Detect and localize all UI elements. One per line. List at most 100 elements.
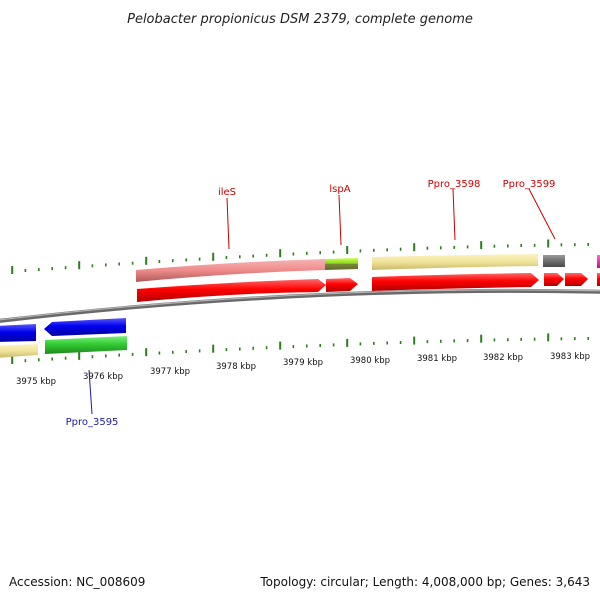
upper-track-tick: [64, 266, 67, 270]
lower-track-tick: [507, 338, 509, 342]
gene-label-group-ppro-3599[interactable]: Ppro_3599: [503, 179, 556, 240]
upper-track-tick: [480, 241, 483, 250]
lower-track-tick: [64, 356, 67, 360]
upper-track-tick: [292, 252, 295, 256]
cds-next-arrow[interactable]: [565, 273, 588, 286]
lower-track-tick: [587, 337, 589, 340]
upper-track-tick: [319, 251, 321, 255]
upper-track-tick: [346, 246, 349, 254]
lower-track-tick: [198, 349, 201, 353]
lower-track-tick: [131, 352, 134, 356]
upper-track-tick: [239, 255, 241, 259]
gene-ppro-3599-outer[interactable]: [543, 255, 565, 267]
upper-track-tick: [51, 267, 53, 271]
lower-dot-track: [11, 333, 589, 364]
upper-track-tick: [493, 244, 496, 248]
upper-track-tick: [185, 258, 187, 262]
gene-ppro-3598-outer[interactable]: [372, 254, 538, 270]
lower-track-tick: [413, 336, 416, 345]
upper-track-tick: [105, 263, 107, 267]
upper-track-tick: [533, 243, 536, 247]
upper-track-tick: [198, 257, 201, 261]
upper-track-tick: [547, 239, 550, 248]
upper-dot-track: [11, 239, 589, 274]
tick-label-3979: 3979 kbp: [283, 358, 323, 368]
tick-label-3981: 3981 kbp: [417, 354, 457, 364]
cds-edge-arrow[interactable]: [597, 273, 600, 286]
tick-label-3982: 3982 kbp: [483, 353, 523, 363]
lower-track-tick: [105, 354, 107, 358]
lower-track-tick: [279, 341, 282, 350]
gene-label-group-lspA[interactable]: lspA: [329, 184, 351, 246]
lower-track-tick: [493, 338, 496, 342]
gene-label-group-ileS[interactable]: ileS: [218, 187, 236, 250]
lower-track-tick: [466, 339, 469, 343]
cds-reverse-left-blue[interactable]: [0, 324, 36, 342]
upper-track-tick: [38, 268, 40, 272]
upper-track-tick: [78, 261, 81, 270]
upper-track-tick: [11, 266, 14, 274]
upper-track-tick: [386, 248, 388, 252]
upper-track-tick: [131, 261, 134, 265]
upper-track-tick: [520, 244, 522, 247]
gene-label-ppro-3598[interactable]: Ppro_3598: [428, 179, 481, 190]
leader-line-ppro-3595: [88, 369, 93, 415]
upper-track-tick: [359, 249, 362, 253]
lower-track-tick: [574, 337, 576, 341]
lower-track-tick: [265, 346, 268, 350]
gene-lspA-outer[interactable]: [325, 258, 358, 270]
upper-track-tick: [560, 243, 563, 247]
lower-track-tick: [319, 344, 321, 347]
lower-track-tick: [172, 350, 174, 354]
gene-edge-magenta[interactable]: [597, 255, 600, 268]
tick-label-3977: 3977 kbp: [150, 367, 190, 377]
lower-track-tick: [520, 337, 522, 341]
lower-track-tick: [91, 355, 94, 359]
lower-track-tick: [118, 353, 120, 357]
gene-label-group-ppro-3598[interactable]: Ppro_3598: [428, 179, 481, 241]
gene-label-ileS[interactable]: ileS: [218, 187, 236, 198]
lower-track-tick: [24, 359, 27, 363]
upper-track-tick: [91, 264, 94, 268]
upper-track-tick: [399, 247, 402, 251]
upper-track-tick: [158, 260, 161, 263]
lower-track-tick: [332, 343, 335, 347]
upper-track-tick: [574, 243, 576, 247]
upper-track-tick: [453, 245, 455, 249]
tick-label-3983: 3983 kbp: [550, 352, 590, 362]
upper-track-tick: [279, 249, 282, 258]
lower-track-tick: [38, 358, 40, 362]
upper-track-tick: [252, 254, 254, 258]
lower-track-tick: [292, 345, 295, 349]
upper-track-tick: [172, 259, 174, 263]
upper-track-tick: [426, 246, 429, 250]
cds-ileS-arrow[interactable]: [137, 279, 326, 302]
lower-track-tick: [185, 350, 187, 354]
lower-track-tick: [386, 341, 388, 345]
lower-track-tick: [212, 344, 215, 353]
tick-label-3980: 3980 kbp: [350, 356, 390, 366]
upper-track-tick: [507, 244, 509, 248]
gene-reverse-left-khaki[interactable]: [0, 344, 38, 358]
leader-line-lspA: [338, 194, 342, 246]
cds-ppro-3595-arrow[interactable]: [44, 318, 126, 336]
lower-track-tick: [547, 333, 550, 342]
cds-lspA-arrow[interactable]: [326, 278, 358, 292]
lower-track-tick: [158, 351, 161, 355]
lower-track-tick: [78, 351, 81, 360]
gene-ppro-3595-inner[interactable]: [45, 336, 127, 354]
gene-label-lspA[interactable]: lspA: [329, 184, 350, 195]
upper-track-tick: [24, 269, 27, 272]
gene-ileS-outer[interactable]: [136, 259, 325, 282]
genome-backbone: [0, 288, 600, 323]
gene-label-ppro-3595[interactable]: Ppro_3595: [66, 417, 119, 428]
leader-line-ppro-3598: [452, 188, 456, 241]
cds-ppro-3599-arrow[interactable]: [544, 273, 564, 286]
cds-ppro-3598-arrow[interactable]: [372, 273, 539, 291]
gene-label-group-ppro-3595[interactable]: Ppro_3595: [66, 369, 119, 428]
leader-line-ppro-3599: [528, 188, 556, 240]
upper-track-tick: [373, 248, 375, 252]
gene-label-ppro-3599[interactable]: Ppro_3599: [503, 179, 556, 190]
genome-backbone-highlight: [0, 289, 600, 321]
